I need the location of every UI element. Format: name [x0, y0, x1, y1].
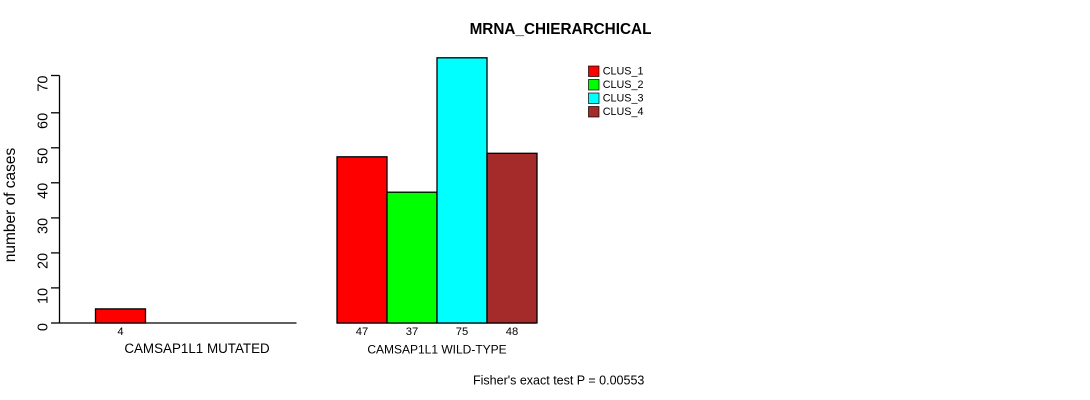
svg-text:70: 70: [36, 76, 52, 92]
svg-text:MRNA_CHIERARCHICAL: MRNA_CHIERARCHICAL: [470, 21, 652, 38]
svg-text:75: 75: [456, 326, 468, 338]
svg-text:50: 50: [36, 148, 52, 164]
svg-text:Fisher's exact test P = 0.0055: Fisher's exact test P = 0.00553: [473, 374, 644, 388]
svg-text:number of cases: number of cases: [2, 147, 19, 262]
svg-text:0: 0: [36, 323, 52, 331]
svg-text:CLUS_4: CLUS_4: [603, 106, 644, 118]
svg-text:48: 48: [506, 326, 518, 338]
svg-text:CLUS_2: CLUS_2: [603, 79, 644, 91]
svg-text:CLUS_3: CLUS_3: [603, 93, 644, 105]
svg-text:CLUS_1: CLUS_1: [603, 66, 644, 78]
svg-text:CAMSAP1L1 WILD-TYPE: CAMSAP1L1 WILD-TYPE: [367, 343, 506, 357]
svg-text:4: 4: [117, 326, 123, 338]
svg-text:CAMSAP1L1 MUTATED: CAMSAP1L1 MUTATED: [124, 341, 270, 356]
svg-text:30: 30: [36, 218, 52, 234]
svg-text:40: 40: [36, 183, 52, 199]
svg-text:37: 37: [406, 326, 418, 338]
svg-text:10: 10: [36, 288, 52, 304]
svg-text:47: 47: [356, 326, 368, 338]
svg-text:60: 60: [36, 113, 52, 129]
svg-text:20: 20: [36, 253, 52, 269]
